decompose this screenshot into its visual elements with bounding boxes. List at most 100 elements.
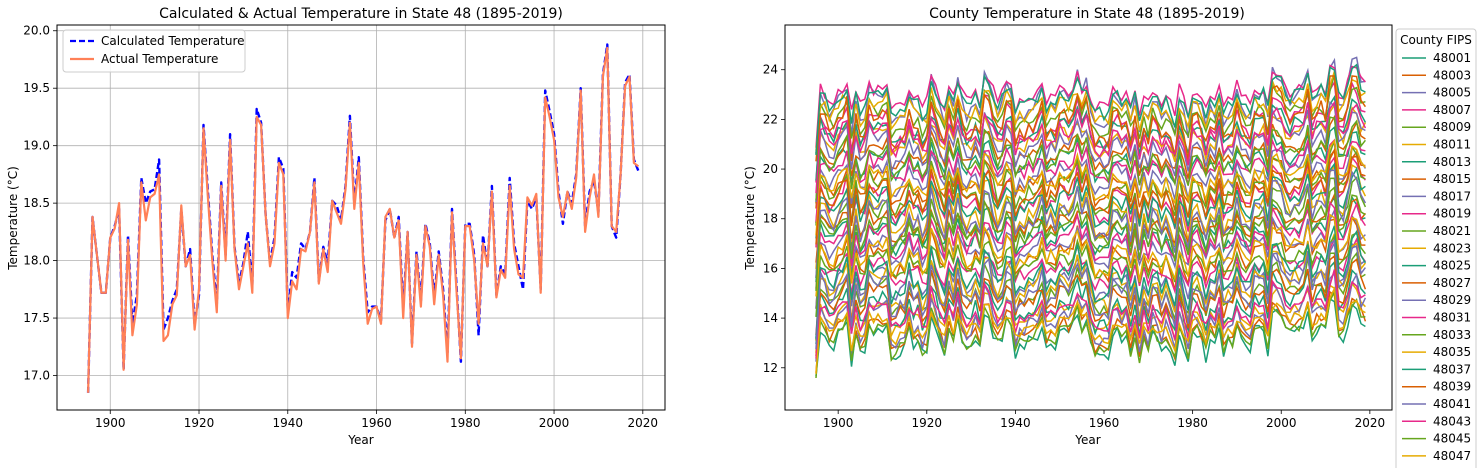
legend-calculated-label: Calculated Temperature: [101, 34, 245, 48]
county-series-line: [815, 138, 1366, 236]
county-series-line: [815, 100, 1367, 194]
y-tick-label: 20.0: [23, 24, 50, 38]
legend-label-48001: 48001: [1433, 51, 1471, 65]
county-series-line: [815, 254, 1367, 357]
county-series-line: [815, 200, 1367, 289]
county-series-line: [815, 271, 1367, 362]
legend-label-48045: 48045: [1433, 432, 1471, 446]
chart1-title: Calculated & Actual Temperature in State…: [159, 6, 563, 22]
county-series-line: [815, 169, 1367, 278]
legend-label-48013: 48013: [1433, 155, 1471, 169]
chart1-grid: [57, 25, 665, 410]
legend-label-48021: 48021: [1433, 224, 1471, 238]
legend-label-48037: 48037: [1433, 362, 1471, 376]
legend-label-48015: 48015: [1433, 172, 1471, 186]
county-series-line: [815, 142, 1367, 223]
chart1-series: [86, 43, 640, 393]
chart1-y-axis-label: Temperature (°C): [6, 166, 20, 271]
x-tick-label: 1960: [1089, 416, 1120, 430]
x-tick-label: 1940: [1000, 416, 1031, 430]
chart2-y-ticks: 12 14 16 18 20 22 24: [763, 63, 785, 375]
x-tick-label: 1920: [184, 416, 215, 430]
calculated-actual-chart: Calculated & Actual Temperature in State…: [6, 6, 666, 447]
chart2-plot-area: [784, 24, 1393, 411]
x-tick-label: 1940: [273, 416, 304, 430]
chart2-series: [815, 56, 1367, 379]
county-temperature-chart: County Temperature in State 48 (1895-201…: [743, 6, 1477, 468]
x-tick-label: 1960: [361, 416, 392, 430]
county-series-line: [815, 103, 1367, 204]
y-tick-label: 19.0: [23, 139, 50, 153]
x-tick-label: 2000: [1266, 416, 1297, 430]
chart2-x-ticks: 1900 1920 1940 1960 1980 2000 2020: [823, 410, 1385, 430]
county-series-line: [815, 75, 1367, 162]
x-tick-label: 1900: [823, 416, 854, 430]
county-series-line: [815, 63, 1366, 156]
legend-label-48005: 48005: [1433, 86, 1471, 100]
county-series-line: [815, 71, 1366, 151]
calculated-temperature-line: [86, 43, 640, 393]
legend-label-48043: 48043: [1433, 414, 1471, 428]
y-tick-label: 12: [763, 361, 778, 375]
chart2-title: County Temperature in State 48 (1895-201…: [929, 6, 1245, 22]
county-series-line: [815, 269, 1366, 359]
legend-label-48031: 48031: [1433, 311, 1471, 325]
y-tick-label: 20: [763, 162, 778, 176]
county-series-line: [815, 286, 1366, 374]
chart1-legend: Calculated Temperature Actual Temperatur…: [62, 29, 246, 73]
x-tick-label: 2020: [628, 416, 659, 430]
legend-label-48019: 48019: [1433, 207, 1471, 221]
legend-label-48029: 48029: [1433, 293, 1471, 307]
x-tick-label: 1980: [1177, 416, 1208, 430]
county-series-line: [815, 225, 1367, 340]
county-series-line: [815, 116, 1366, 201]
county-series-line: [815, 192, 1366, 263]
x-tick-label: 1980: [450, 416, 481, 430]
x-tick-label: 2000: [539, 416, 570, 430]
chart2-legend-items: 48001 48003 48005 48007 48009 48011 48013 48015…: [1402, 51, 1471, 463]
chart2-x-axis-label: Year: [1074, 433, 1100, 447]
x-tick-label: 2020: [1355, 416, 1386, 430]
chart2-legend-box: [1395, 28, 1477, 468]
legend-label-48017: 48017: [1433, 189, 1471, 203]
chart1-legend-box: [62, 29, 246, 73]
y-tick-label: 18.5: [23, 196, 50, 210]
county-series-line: [815, 289, 1366, 379]
y-tick-label: 22: [763, 112, 778, 126]
chart1-x-ticks: 1900 1920 1940 1960 1980 2000 2020: [95, 410, 658, 430]
legend-label-48041: 48041: [1433, 397, 1471, 411]
legend-actual-label: Actual Temperature: [101, 52, 218, 66]
chart1-x-axis-label: Year: [347, 433, 373, 447]
county-series-line: [815, 213, 1367, 297]
y-tick-label: 24: [763, 63, 778, 77]
legend-label-48035: 48035: [1433, 345, 1471, 359]
chart2-legend-title: County FIPS: [1400, 33, 1472, 47]
legend-label-48023: 48023: [1433, 241, 1471, 255]
chart1-y-ticks: 17.0 17.5 18.0 18.5 19.0 19.5 20.0: [23, 24, 57, 383]
legend-label-48007: 48007: [1433, 103, 1471, 117]
legend-label-48009: 48009: [1433, 120, 1471, 134]
legend-label-48047: 48047: [1433, 449, 1471, 463]
county-series-line: [815, 207, 1366, 310]
y-tick-label: 18.0: [23, 254, 50, 268]
x-tick-label: 1920: [912, 416, 943, 430]
chart1-plot-area: [56, 24, 666, 411]
actual-temperature-line: [87, 46, 640, 393]
legend-label-48003: 48003: [1433, 68, 1471, 82]
chart2-y-axis-label: Temperature (°C): [743, 166, 757, 271]
y-tick-label: 16: [763, 261, 778, 275]
y-tick-label: 18: [763, 212, 778, 226]
county-series-line: [815, 147, 1366, 245]
county-series-line: [815, 232, 1367, 317]
x-tick-label: 1900: [95, 416, 126, 430]
county-series-line: [815, 281, 1366, 353]
county-series-line: [815, 163, 1367, 269]
legend-label-48027: 48027: [1433, 276, 1471, 290]
legend-label-48039: 48039: [1433, 380, 1471, 394]
county-series-line: [815, 239, 1367, 350]
legend-label-48011: 48011: [1433, 138, 1471, 152]
y-tick-label: 17.5: [23, 311, 50, 325]
legend-label-48033: 48033: [1433, 328, 1471, 342]
y-tick-label: 14: [763, 311, 778, 325]
